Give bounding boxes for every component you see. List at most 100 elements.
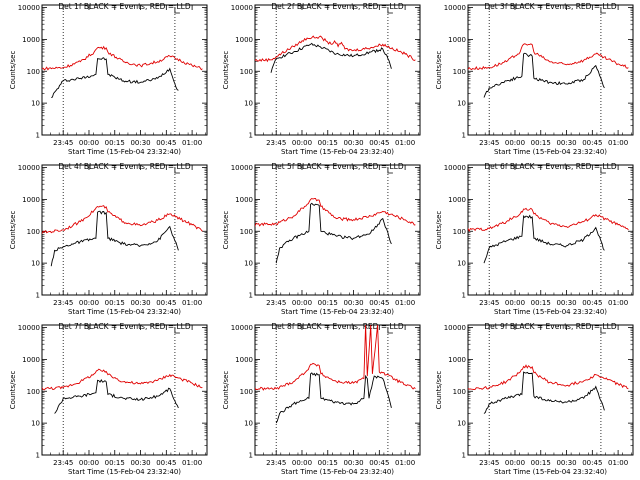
y-axis-label: Counts/sec: [222, 371, 230, 410]
x-tick-label: 01:00: [395, 459, 415, 467]
chart-panel: Det 7f BLACK = Events, RED = LLD 1 10 100 10…: [9, 322, 208, 476]
marker-bracket: [174, 327, 180, 334]
x-axis-label: Start Time (15-Feb-04 23:32:40): [68, 468, 181, 476]
events-series-line: [483, 52, 605, 98]
x-tick-label: 00:45: [369, 299, 389, 307]
y-axis-label: Counts/sec: [435, 51, 443, 90]
x-tick-label: 00:30: [130, 139, 150, 147]
x-tick-label: 00:45: [156, 299, 176, 307]
y-tick-label: 10000: [444, 4, 466, 12]
y-tick-label: 10000: [444, 324, 466, 332]
x-tick-label: 00:30: [343, 459, 363, 467]
x-tick-label: 00:30: [556, 139, 576, 147]
x-tick-label: 00:00: [292, 139, 312, 147]
y-tick-label: 1000: [22, 196, 40, 204]
marker-bracket: [387, 7, 393, 14]
y-tick-label: 10: [244, 420, 253, 428]
events-series-line: [270, 42, 392, 73]
y-tick-label: 1: [249, 132, 253, 140]
y-tick-label: 10: [31, 260, 40, 268]
x-tick-label: 23:45: [266, 139, 286, 147]
y-axis-label: Counts/sec: [435, 211, 443, 250]
marker-bracket: [600, 7, 606, 14]
panel-title: Det 7f BLACK = Events, RED = LLD: [58, 322, 191, 331]
x-axis-label: Start Time (15-Feb-04 23:32:40): [68, 148, 181, 156]
y-tick-label: 10000: [231, 324, 253, 332]
y-tick-label: 1000: [22, 36, 40, 44]
x-tick-label: 01:00: [182, 139, 202, 147]
plot-frame: [254, 4, 421, 136]
x-tick-label: 00:45: [156, 459, 176, 467]
lld-series-line: [468, 364, 629, 390]
x-tick-label: 00:30: [556, 459, 576, 467]
y-tick-label: 10000: [18, 324, 40, 332]
events-series-line: [51, 57, 179, 98]
y-axis-label: Counts/sec: [9, 371, 17, 410]
chart-panel: Det 9f BLACK = Events, RED = LLD 1 10 100 10…: [435, 322, 634, 476]
x-tick-label: 23:45: [479, 459, 499, 467]
marker-bracket: [174, 7, 180, 14]
y-tick-label: 100: [453, 228, 466, 236]
panel-title: Det 8f BLACK = Events, RED = LLD: [271, 322, 404, 331]
y-tick-label: 10: [31, 100, 40, 108]
y-tick-label: 10000: [231, 164, 253, 172]
chart-panel: Det 6f BLACK = Events, RED = LLD 1 10 100 10…: [435, 162, 634, 316]
x-axis-label: Start Time (15-Feb-04 23:32:40): [494, 148, 607, 156]
x-tick-label: 23:45: [479, 299, 499, 307]
x-tick-label: 00:45: [582, 459, 602, 467]
y-tick-label: 1: [36, 292, 40, 300]
x-tick-label: 23:45: [479, 139, 499, 147]
y-tick-label: 100: [27, 228, 40, 236]
panel-title: Det 2f BLACK = Events, RED = LLD: [271, 2, 404, 11]
plot-frame: [254, 324, 421, 456]
y-tick-label: 10000: [444, 164, 466, 172]
events-series-line: [483, 214, 605, 264]
y-tick-label: 10: [457, 100, 466, 108]
x-tick-label: 00:30: [343, 299, 363, 307]
x-tick-label: 00:15: [531, 139, 551, 147]
y-tick-label: 1: [36, 452, 40, 460]
x-tick-label: 00:45: [582, 139, 602, 147]
marker-bracket: [600, 167, 606, 174]
x-tick-label: 01:00: [182, 459, 202, 467]
x-tick-label: 00:45: [369, 459, 389, 467]
panel-title: Det 9f BLACK = Events, RED = LLD: [484, 322, 617, 331]
y-tick-label: 10000: [231, 4, 253, 12]
y-axis-label: Counts/sec: [222, 211, 230, 250]
lld-series-line: [255, 197, 416, 227]
x-tick-label: 00:30: [130, 459, 150, 467]
x-tick-label: 00:00: [505, 299, 525, 307]
x-tick-label: 01:00: [395, 139, 415, 147]
plot-frame: [41, 164, 208, 296]
events-series-line: [50, 210, 179, 267]
y-axis-label: Counts/sec: [222, 51, 230, 90]
x-tick-label: 00:15: [318, 139, 338, 147]
y-tick-label: 1: [462, 292, 466, 300]
y-tick-label: 10: [244, 100, 253, 108]
lld-series-line: [255, 325, 416, 391]
marker-bracket: [387, 327, 393, 334]
y-tick-label: 1000: [448, 196, 466, 204]
y-tick-label: 100: [27, 68, 40, 76]
y-tick-label: 1: [462, 452, 466, 460]
x-tick-label: 00:45: [156, 139, 176, 147]
y-tick-label: 10: [244, 260, 253, 268]
plot-frame: [254, 164, 421, 296]
x-tick-label: 00:00: [292, 459, 312, 467]
y-tick-label: 1: [249, 452, 253, 460]
marker-bracket: [600, 327, 606, 334]
chart-panel: Det 1f BLACK = Events, RED = LLD 1 10 100 10…: [9, 2, 208, 156]
y-tick-label: 100: [453, 388, 466, 396]
panel-title: Det 5f BLACK = Events, RED = LLD: [271, 162, 404, 171]
x-axis-label: Start Time (15-Feb-04 23:32:40): [281, 148, 394, 156]
y-tick-label: 100: [27, 388, 40, 396]
x-tick-label: 00:00: [79, 299, 99, 307]
x-tick-label: 00:15: [105, 299, 125, 307]
chart-panel: Det 2f BLACK = Events, RED = LLD 1 10 100 10…: [222, 2, 421, 156]
x-axis-label: Start Time (15-Feb-04 23:32:40): [281, 308, 394, 316]
x-tick-label: 00:15: [105, 459, 125, 467]
events-series-line: [275, 202, 392, 264]
x-axis-label: Start Time (15-Feb-04 23:32:40): [494, 308, 607, 316]
x-tick-label: 01:00: [395, 299, 415, 307]
